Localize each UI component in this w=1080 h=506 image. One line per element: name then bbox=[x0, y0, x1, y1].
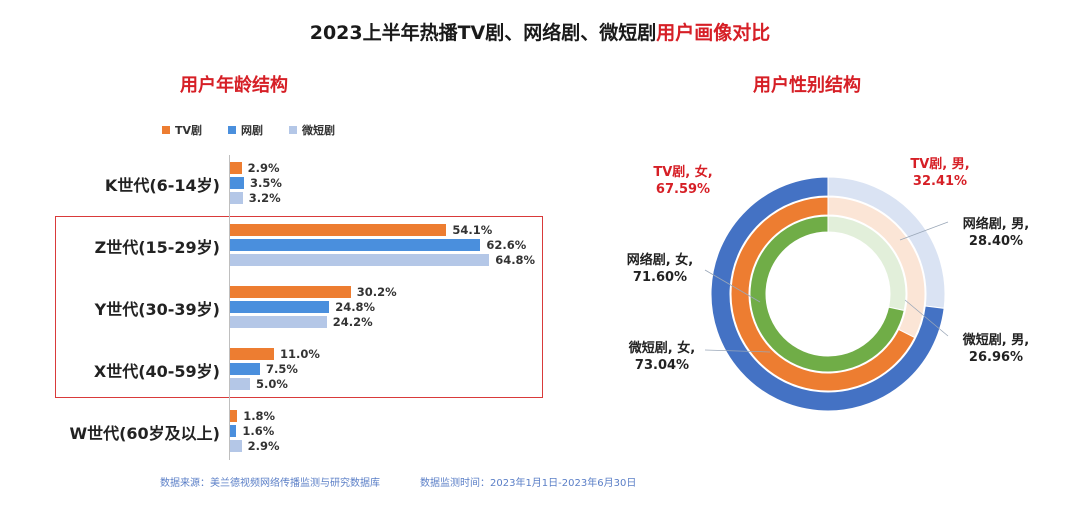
donut-data-label: 28.40% bbox=[969, 234, 1023, 249]
bar bbox=[230, 363, 260, 375]
bar bbox=[230, 440, 242, 452]
title-main: 2023上半年热播TV剧、网络剧、微短剧 bbox=[309, 22, 657, 44]
bar-value-label: 24.8% bbox=[335, 300, 376, 314]
bar-value-label: 30.2% bbox=[356, 285, 397, 299]
bar bbox=[230, 410, 238, 422]
leader-line bbox=[704, 269, 761, 303]
donut-data-label: TV剧, 男, bbox=[910, 156, 969, 172]
donut-data-label: TV剧, 女, bbox=[653, 164, 712, 180]
donut-slice-female bbox=[749, 215, 905, 373]
category-label: W世代(60岁及以上) bbox=[69, 424, 220, 443]
donut-data-label: 71.60% bbox=[633, 270, 687, 285]
bar-value-label: 3.2% bbox=[248, 191, 281, 205]
bar-value-label: 1.6% bbox=[242, 424, 275, 438]
donut-data-label: 67.59% bbox=[656, 182, 710, 197]
bar bbox=[230, 177, 244, 189]
legend-swatch-tv bbox=[162, 126, 170, 134]
bar-value-label: 64.8% bbox=[495, 253, 536, 267]
bar-value-label: 3.5% bbox=[250, 176, 282, 190]
legend-swatch-web bbox=[228, 126, 237, 134]
bar-value-label: 62.6% bbox=[486, 238, 527, 252]
highlight-box bbox=[55, 216, 543, 398]
bar-value-label: 24.2% bbox=[332, 315, 373, 329]
donut-data-label: 73.04% bbox=[635, 358, 689, 373]
bar bbox=[230, 348, 274, 360]
donut-data-label: 网络剧, 男, bbox=[963, 216, 1029, 232]
legend-item-tv: TV剧 bbox=[162, 122, 202, 138]
donut-data-label: 微短剧, 男, bbox=[962, 332, 1029, 348]
legend-item-web: 网剧 bbox=[228, 122, 263, 138]
legend: TV剧 网剧 微短剧 bbox=[162, 122, 335, 138]
footer-source: 数据来源：美兰德视频网络传播监测与研究数据库 bbox=[160, 478, 380, 489]
bar-value-label: 1.8% bbox=[243, 409, 276, 423]
page-title: 2023上半年热播TV剧、网络剧、微短剧用户画像对比 bbox=[0, 18, 1080, 45]
legend-label-tv: TV剧 bbox=[175, 124, 203, 137]
legend-swatch-micro bbox=[289, 126, 298, 134]
bar-value-label: 2.9% bbox=[247, 161, 280, 175]
donut-slice-female bbox=[710, 176, 945, 412]
donut-data-label: 网络剧, 女, bbox=[627, 252, 693, 268]
legend-label-web: 网剧 bbox=[241, 124, 264, 137]
bar bbox=[230, 316, 327, 328]
footer: 数据来源：美兰德视频网络传播监测与研究数据库 数据监测时间：2023年1月1日-… bbox=[160, 474, 636, 489]
donut-data-label: 26.96% bbox=[969, 350, 1023, 365]
bar bbox=[230, 192, 243, 204]
bar-value-label: 7.5% bbox=[266, 362, 298, 376]
bar-value-label: 11.0% bbox=[280, 347, 320, 361]
bar bbox=[230, 239, 481, 251]
bar-value-label: 2.9% bbox=[247, 439, 280, 453]
bar-value-label: 54.1% bbox=[452, 223, 493, 237]
bar bbox=[230, 286, 351, 298]
gender-chart-title: 用户性别结构 bbox=[753, 75, 861, 96]
donut-data-label: 微短剧, 女, bbox=[628, 340, 695, 356]
bar bbox=[230, 254, 490, 266]
bar bbox=[230, 378, 250, 390]
age-chart-title: 用户年龄结构 bbox=[180, 75, 288, 96]
bar-value-label: 5.0% bbox=[256, 377, 288, 391]
category-label: K世代(6-14岁) bbox=[104, 176, 220, 195]
donut-slice-female bbox=[730, 196, 916, 392]
bar bbox=[230, 224, 447, 236]
leader-line bbox=[904, 299, 949, 337]
category-label: X世代(40-59岁) bbox=[93, 362, 220, 381]
footer-period: 数据监测时间：2023年1月1日-2023年6月30日 bbox=[420, 478, 637, 489]
bar bbox=[230, 425, 237, 437]
bar-axis bbox=[229, 155, 230, 460]
donut-data-label: 32.41% bbox=[913, 174, 967, 189]
legend-label-micro: 微短剧 bbox=[302, 124, 336, 137]
category-label: Y世代(30-39岁) bbox=[94, 300, 220, 319]
leader-line bbox=[899, 221, 949, 241]
title-highlight: 用户画像对比 bbox=[656, 22, 771, 44]
bar bbox=[230, 162, 242, 174]
leader-line bbox=[704, 349, 771, 353]
bar bbox=[230, 301, 330, 313]
legend-item-micro: 微短剧 bbox=[289, 122, 335, 138]
category-label: Z世代(15-29岁) bbox=[94, 238, 220, 257]
